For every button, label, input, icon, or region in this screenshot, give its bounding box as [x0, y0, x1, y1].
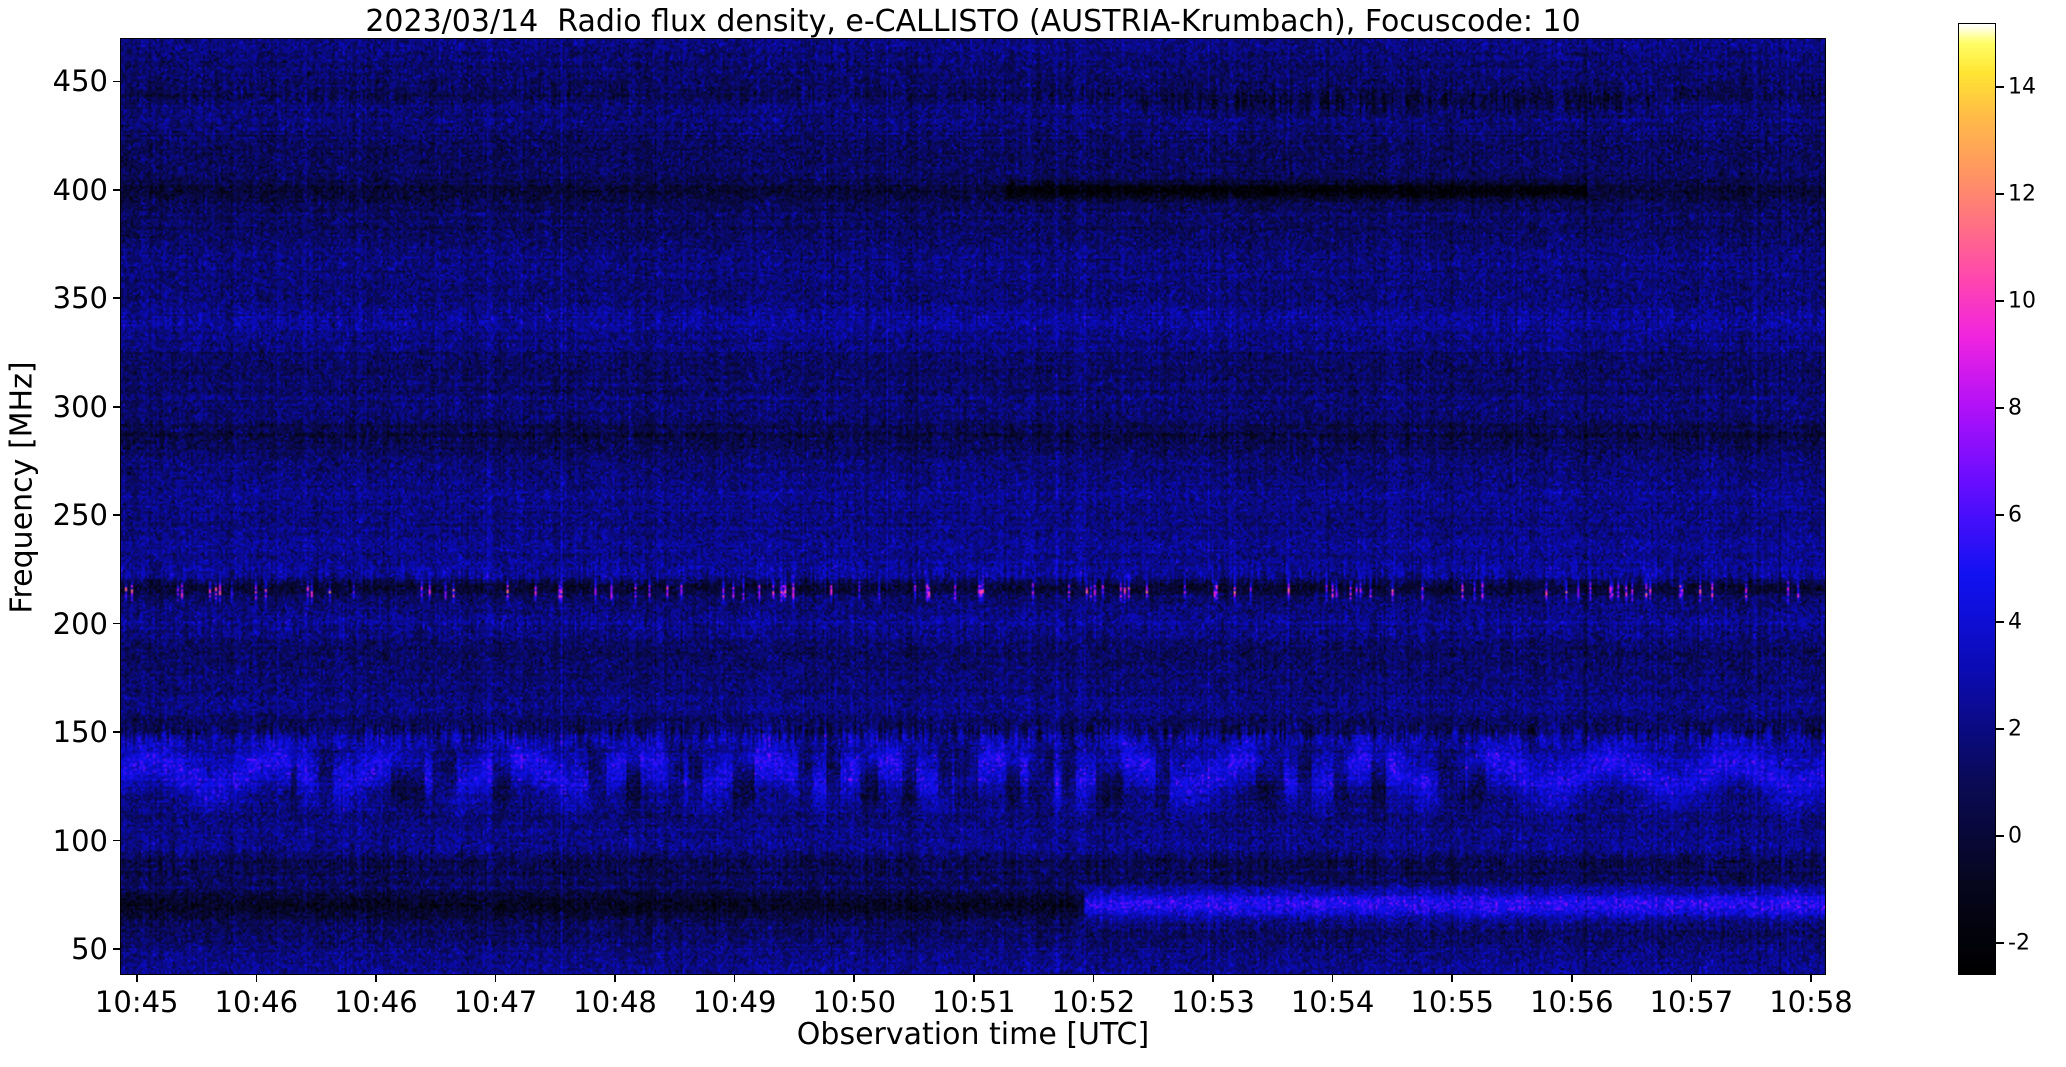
x-tick-mark — [853, 975, 856, 982]
y-tick-label: 50 — [71, 931, 108, 966]
y-tick-mark — [113, 297, 120, 300]
colorbar-gradient — [1958, 23, 1996, 975]
colorbar-image — [1959, 24, 1995, 974]
y-tick-mark — [113, 405, 120, 408]
colorbar-tick-mark — [1996, 407, 2004, 409]
x-tick-label: 10:51 — [932, 985, 1016, 1019]
colorbar-tick-mark — [1996, 728, 2004, 730]
colorbar-tick-mark — [1996, 86, 2004, 88]
x-tick-label: 10:54 — [1290, 985, 1375, 1019]
x-tick-mark — [255, 975, 258, 982]
colorbar-tick-label: 14 — [2008, 74, 2036, 100]
x-axis-label: Observation time [UTC] — [796, 1017, 1150, 1052]
x-tick-label: 10:45 — [94, 985, 179, 1019]
colorbar-tick-label: 6 — [2008, 502, 2022, 528]
colorbar-tick-mark — [1996, 514, 2004, 516]
y-axis-label: Frequency [MHz] — [4, 361, 40, 614]
y-tick-label: 100 — [52, 823, 108, 858]
x-tick-label: 10:47 — [453, 985, 538, 1019]
x-tick-label: 10:56 — [1530, 985, 1614, 1019]
y-tick-mark — [113, 622, 120, 625]
x-tick-mark — [1212, 975, 1214, 982]
x-tick-label: 10:53 — [1171, 985, 1255, 1019]
x-tick-label: 10:58 — [1769, 985, 1853, 1019]
colorbar-tick-mark — [1996, 621, 2004, 623]
y-tick-label: 450 — [52, 64, 108, 99]
x-tick-label: 10:57 — [1649, 985, 1734, 1019]
colorbar-tick-label: 8 — [2008, 395, 2022, 421]
x-tick-mark — [375, 975, 377, 982]
spectrogram-image — [121, 39, 1825, 974]
colorbar-tick-label: -2 — [2008, 930, 2030, 956]
spectrogram-plot — [120, 38, 1826, 975]
x-tick-mark — [1690, 975, 1693, 982]
colorbar-tick-label: 12 — [2008, 181, 2036, 207]
y-tick-mark — [113, 948, 120, 950]
x-tick-label: 10:52 — [1051, 985, 1136, 1019]
colorbar-tick-mark — [1996, 300, 2004, 302]
colorbar-tick-label: 0 — [2008, 823, 2022, 849]
x-tick-mark — [1571, 975, 1573, 982]
y-tick-label: 300 — [52, 389, 108, 424]
colorbar-tick-label: 10 — [2008, 288, 2036, 314]
y-tick-label: 200 — [52, 606, 108, 641]
x-tick-mark — [494, 975, 497, 982]
x-tick-label: 10:49 — [692, 985, 777, 1019]
y-tick-label: 350 — [52, 281, 108, 316]
page-title: 2023/03/14 Radio flux density, e-CALLIST… — [365, 4, 1581, 39]
x-tick-label: 10:46 — [214, 985, 299, 1019]
y-tick-mark — [113, 839, 120, 842]
x-tick-label: 10:55 — [1410, 985, 1494, 1019]
y-tick-label: 400 — [52, 172, 108, 207]
x-tick-mark — [135, 975, 138, 982]
x-tick-mark — [1331, 975, 1334, 982]
x-tick-label: 10:50 — [812, 985, 897, 1019]
y-tick-mark — [113, 80, 120, 83]
colorbar-tick-label: 2 — [2008, 716, 2022, 742]
colorbar-tick-mark — [1996, 942, 2004, 944]
colorbar-tick-mark — [1996, 193, 2004, 195]
y-tick-mark — [113, 189, 120, 191]
colorbar-tick-mark — [1996, 835, 2004, 837]
y-tick-mark — [113, 731, 120, 733]
y-tick-mark — [113, 514, 120, 516]
x-tick-label: 10:48 — [573, 985, 657, 1019]
x-tick-mark — [1451, 975, 1453, 982]
y-tick-label: 250 — [52, 498, 108, 533]
x-tick-mark — [1092, 975, 1095, 982]
x-tick-label: 10:46 — [334, 985, 418, 1019]
x-tick-mark — [973, 975, 975, 982]
colorbar-tick-label: 4 — [2008, 609, 2022, 635]
x-tick-mark — [614, 975, 616, 982]
y-tick-label: 150 — [52, 715, 108, 750]
x-tick-mark — [733, 975, 736, 982]
x-tick-mark — [1810, 975, 1812, 982]
colorbar — [1958, 23, 1996, 975]
